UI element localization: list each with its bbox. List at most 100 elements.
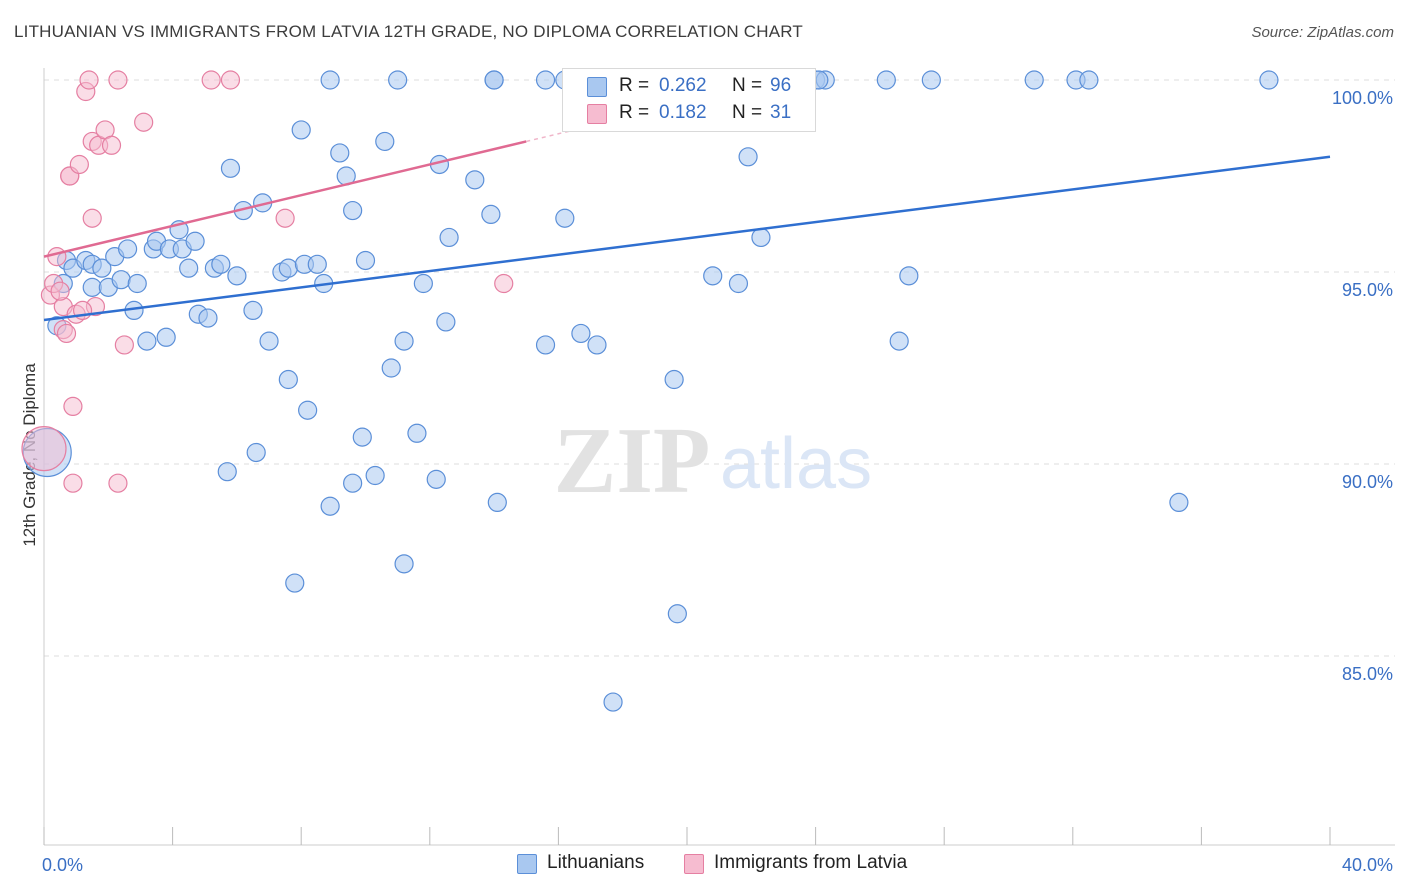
point-lithuanians	[320, 70, 340, 90]
point-lithuanians	[394, 554, 414, 574]
point-lithuanians	[413, 273, 433, 294]
point-immigrants-latvia	[56, 323, 77, 344]
point-lithuanians	[355, 250, 376, 271]
point-lithuanians	[278, 258, 298, 278]
point-immigrants-latvia	[69, 154, 89, 175]
point-lithuanians	[291, 120, 311, 140]
point-lithuanians	[1079, 70, 1099, 90]
point-lithuanians	[426, 469, 446, 489]
point-lithuanians	[211, 254, 231, 274]
point-lithuanians	[703, 266, 723, 286]
watermark-zip: ZIP	[554, 409, 711, 513]
point-lithuanians	[535, 335, 556, 355]
point-lithuanians	[407, 423, 427, 443]
legend-label-lithuanians: Lithuanians	[547, 852, 645, 873]
point-immigrants-latvia	[108, 473, 128, 493]
point-immigrants-latvia	[494, 273, 514, 294]
r-label: R =	[619, 102, 650, 123]
point-lithuanians	[343, 473, 363, 493]
n-label: N =	[732, 75, 763, 96]
point-lithuanians	[352, 427, 372, 447]
point-immigrants-latvia	[101, 135, 122, 155]
n-value-immigrants: 31	[770, 102, 792, 123]
point-lithuanians	[921, 70, 941, 90]
y-tick-label: 90.0%	[1342, 472, 1393, 492]
point-lithuanians	[899, 266, 919, 286]
n-label: N =	[732, 102, 763, 123]
point-lithuanians	[365, 465, 385, 486]
correlation-legend: R = 0.262 N = 96 R = 0.182 N = 31	[562, 68, 816, 132]
point-lithuanians	[465, 170, 485, 190]
point-lithuanians	[381, 358, 401, 378]
trend-line-immigrants-extension	[526, 125, 591, 143]
r-label: R =	[619, 75, 650, 96]
legend-swatch-pink	[684, 854, 704, 874]
trend-line-immigrants	[43, 140, 527, 258]
point-lithuanians	[484, 70, 504, 90]
point-lithuanians	[343, 200, 363, 221]
point-lithuanians	[535, 70, 556, 90]
point-immigrants-latvia	[21, 426, 67, 472]
legend-label-immigrants: Immigrants from Latvia	[714, 852, 908, 873]
point-immigrants-latvia	[134, 112, 154, 132]
point-lithuanians	[436, 312, 456, 332]
point-immigrants-latvia	[114, 335, 134, 355]
y-tick-label: 85.0%	[1342, 664, 1393, 684]
point-lithuanians	[1259, 70, 1279, 90]
r-value-lithuanians: 0.262	[659, 75, 707, 96]
point-immigrants-latvia	[79, 70, 99, 90]
point-lithuanians	[217, 462, 237, 482]
chart-title: LITHUANIAN VS IMMIGRANTS FROM LATVIA 12T…	[14, 22, 804, 41]
point-lithuanians	[876, 70, 896, 90]
point-lithuanians	[278, 369, 298, 390]
point-immigrants-latvia	[50, 281, 70, 301]
point-lithuanians	[738, 147, 758, 167]
point-lithuanians	[667, 604, 687, 624]
point-lithuanians	[246, 442, 266, 463]
point-lithuanians	[111, 270, 131, 290]
point-lithuanians	[587, 335, 607, 355]
point-lithuanians	[388, 70, 408, 90]
point-immigrants-latvia	[275, 208, 295, 228]
point-lithuanians	[439, 227, 459, 248]
point-lithuanians	[330, 143, 350, 163]
point-lithuanians	[481, 204, 501, 224]
point-immigrants-latvia	[63, 473, 83, 493]
point-lithuanians	[728, 273, 749, 294]
tick-labels: 85.0% 90.0% 95.0% 100.0% 0.0% 40.0%	[42, 88, 1393, 875]
point-immigrants-latvia	[220, 70, 241, 90]
point-lithuanians	[664, 369, 684, 390]
point-lithuanians	[751, 227, 771, 248]
legend-swatch-pink	[587, 104, 607, 124]
point-lithuanians	[227, 266, 247, 286]
legend-swatch-blue	[517, 854, 537, 874]
x-tick-label: 40.0%	[1342, 855, 1393, 875]
point-lithuanians	[394, 331, 414, 351]
point-lithuanians	[571, 323, 591, 344]
watermark: ZIP atlas	[554, 409, 872, 513]
point-lithuanians	[320, 496, 340, 516]
legend-swatch-blue	[587, 77, 607, 97]
point-lithuanians	[82, 277, 102, 297]
trend-line-lithuanians	[43, 155, 1331, 322]
r-value-immigrants: 0.182	[659, 102, 707, 123]
point-lithuanians	[603, 692, 623, 712]
point-lithuanians	[307, 254, 327, 274]
point-lithuanians	[179, 258, 199, 278]
n-value-lithuanians: 96	[770, 75, 792, 96]
series-legend: Lithuanians Immigrants from Latvia	[0, 852, 1406, 876]
point-lithuanians	[1169, 492, 1189, 512]
point-lithuanians	[487, 492, 507, 512]
point-lithuanians	[285, 573, 305, 593]
point-lithuanians	[137, 331, 157, 351]
watermark-atlas: atlas	[720, 424, 872, 504]
point-lithuanians	[1024, 70, 1044, 90]
point-lithuanians	[298, 400, 318, 420]
point-immigrants-latvia	[82, 208, 102, 228]
series-lithuanians	[22, 70, 1279, 712]
point-immigrants-latvia	[201, 70, 221, 90]
x-tick-label: 0.0%	[42, 855, 83, 875]
y-tick-label: 95.0%	[1342, 280, 1393, 300]
point-lithuanians	[259, 331, 279, 351]
y-tick-label: 100.0%	[1332, 88, 1393, 108]
